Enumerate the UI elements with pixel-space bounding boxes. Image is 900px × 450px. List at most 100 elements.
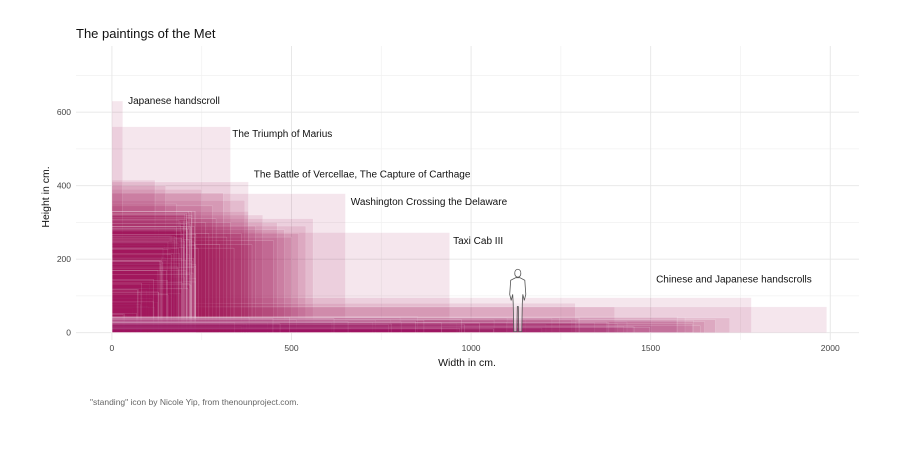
painting-rect <box>111 271 183 333</box>
painting-rect <box>111 179 156 333</box>
painting-rect <box>111 258 145 333</box>
painting-rect <box>111 269 163 333</box>
painting-rect <box>111 233 210 333</box>
painting-rect <box>111 324 547 333</box>
painting-rect <box>111 330 114 333</box>
painting-rect <box>111 295 159 333</box>
painting-rect <box>111 286 172 333</box>
painting-rect <box>111 247 184 333</box>
painting-rect <box>111 242 179 333</box>
painting-rect <box>111 280 168 333</box>
painting-rect <box>111 327 117 333</box>
painting-rect <box>111 258 194 333</box>
painting-rect <box>111 254 172 333</box>
painting-rect <box>111 315 137 333</box>
painting-rect <box>111 317 401 333</box>
painting-rect <box>111 329 115 333</box>
painting-rect <box>111 279 163 333</box>
painting-rect <box>111 275 167 333</box>
painting-rect <box>111 211 192 333</box>
painting-rect <box>111 328 118 333</box>
painting-rect <box>111 236 292 333</box>
painting-rect <box>111 287 164 333</box>
painting-rect <box>111 311 135 333</box>
painting-rect <box>111 306 155 333</box>
painting-rect <box>111 240 185 333</box>
painting-rect <box>111 226 187 333</box>
painting-rect <box>111 253 180 333</box>
painting-rect <box>111 273 154 333</box>
painting-rect <box>111 299 144 333</box>
painting-rect <box>111 321 124 333</box>
painting-rect <box>111 268 163 333</box>
painting-rect <box>111 328 460 333</box>
painting-rect <box>111 279 154 333</box>
painting-rect <box>111 329 114 333</box>
painting-rect <box>111 329 115 333</box>
painting-rect <box>111 317 125 333</box>
painting-rect <box>111 222 278 333</box>
painting-rect <box>111 260 160 333</box>
painting-rect <box>111 326 123 333</box>
painting-rect <box>111 329 116 333</box>
painting-rect <box>111 321 126 333</box>
painting-rect <box>111 327 116 333</box>
painting-rect <box>111 321 402 333</box>
painting-rect <box>111 266 166 333</box>
painting-rect <box>111 281 152 333</box>
painting-rect <box>111 296 142 333</box>
painting-rect <box>111 317 126 333</box>
painting-rect <box>111 318 553 333</box>
painting-rect <box>111 293 149 333</box>
painting-rect <box>111 329 117 333</box>
painting-rect <box>111 330 116 333</box>
painting-rect <box>111 319 124 333</box>
painting-rect <box>111 247 184 333</box>
painting-rect <box>111 296 135 333</box>
painting-rect <box>111 189 202 333</box>
painting-rect <box>111 297 147 333</box>
painting-rect <box>111 299 159 333</box>
painting-rect <box>111 323 124 333</box>
painting-rect <box>111 293 162 333</box>
painting-rect <box>111 293 138 333</box>
painting-rect <box>111 322 480 333</box>
painting-rect <box>111 311 126 333</box>
painting-rect <box>111 270 161 333</box>
painting-rect <box>111 287 142 333</box>
painting-rect <box>111 287 156 333</box>
x-axis-ticks: 0 500 1000 1500 2000 <box>110 343 840 353</box>
painting-rect <box>111 322 123 333</box>
painting-rect <box>111 100 123 333</box>
painting-rect <box>111 291 159 333</box>
painting-rect <box>111 218 217 333</box>
painting-rect <box>111 299 152 333</box>
painting-rect <box>111 279 181 333</box>
painting-rect <box>111 270 179 333</box>
painting-rect <box>111 290 163 333</box>
painting-rect <box>111 328 115 333</box>
painting-rect <box>111 222 187 333</box>
painting-rect <box>111 295 120 333</box>
painting-rect <box>111 303 134 333</box>
painting-rect <box>111 292 167 333</box>
painting-rect <box>111 330 115 333</box>
painting-rect <box>111 280 156 333</box>
painting-rect <box>111 262 152 333</box>
painting-rect <box>111 321 128 333</box>
painting-rect <box>111 304 134 333</box>
painting-rect <box>111 256 163 333</box>
painting-rect <box>111 288 123 333</box>
painting-rect <box>111 313 137 333</box>
y-tick-label: 400 <box>57 181 71 191</box>
painting-rect <box>111 282 152 333</box>
painting-rect <box>111 329 115 333</box>
painting-rect <box>111 281 192 333</box>
painting-rect <box>111 306 615 333</box>
painting-rect <box>111 269 168 333</box>
painting-rect <box>111 289 182 333</box>
painting-rect <box>111 308 133 333</box>
painting-rect <box>111 276 161 333</box>
painting-rect <box>111 211 189 333</box>
painting-rect <box>111 318 124 333</box>
